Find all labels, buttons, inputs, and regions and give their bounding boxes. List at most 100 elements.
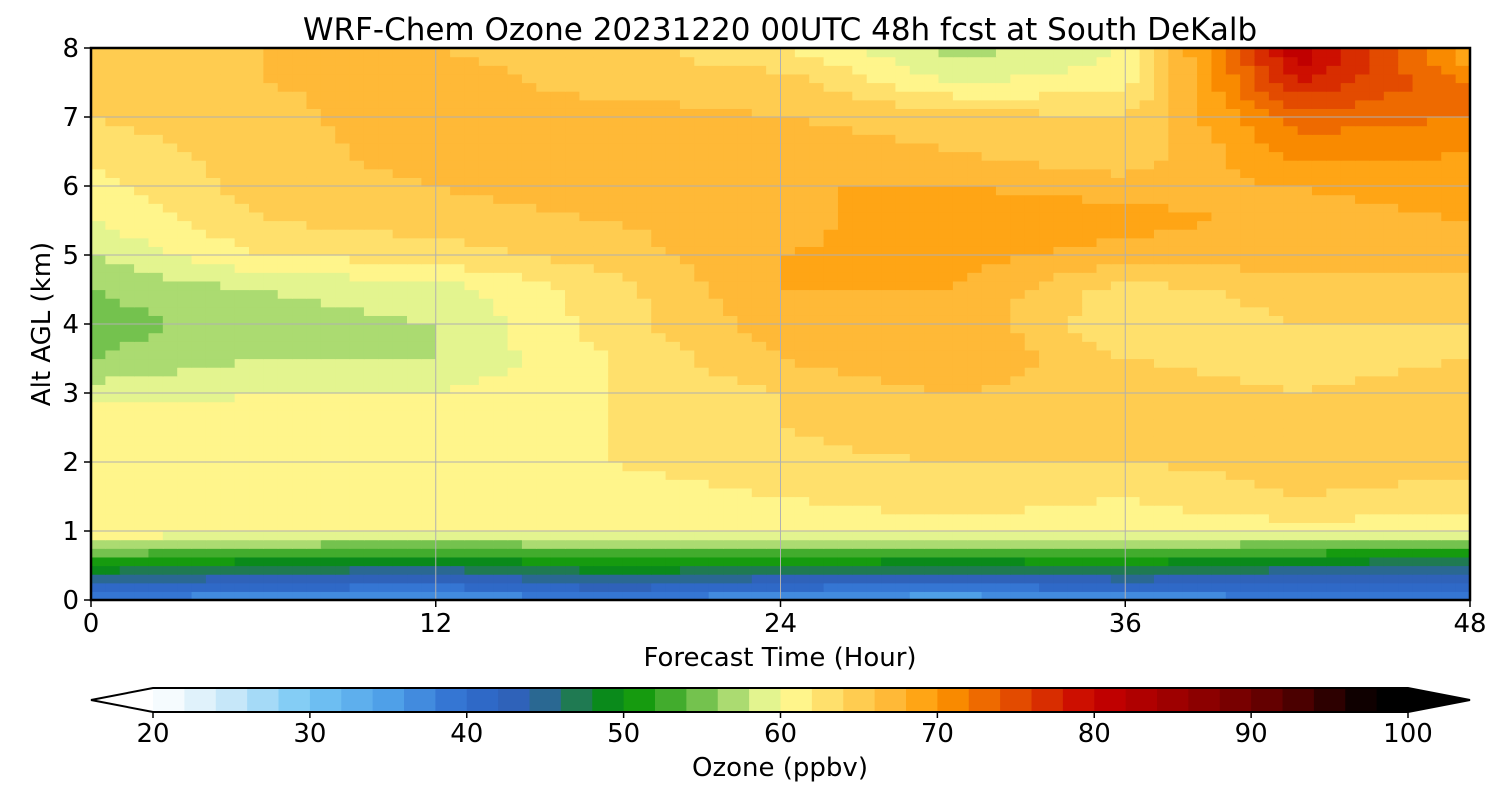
heatmap-cell: [1283, 289, 1299, 299]
heatmap-cell: [1053, 539, 1069, 549]
heatmap-cell: [392, 367, 408, 377]
heatmap-cell: [737, 246, 753, 256]
heatmap-cell: [1096, 548, 1112, 558]
heatmap-cell: [205, 367, 221, 377]
heatmap-cell: [565, 513, 580, 523]
heatmap-cell: [881, 513, 897, 523]
heatmap-cell: [1182, 255, 1198, 265]
heatmap-cell: [292, 186, 308, 196]
heatmap-cell: [1053, 237, 1069, 247]
heatmap-cell: [407, 427, 422, 437]
heatmap-cell: [924, 462, 940, 472]
heatmap-cell: [1139, 315, 1155, 325]
heatmap-cell: [134, 306, 150, 316]
heatmap-cell: [478, 186, 494, 196]
heatmap-cell: [1398, 220, 1414, 230]
heatmap-cell: [751, 358, 767, 368]
heatmap-cell: [292, 289, 308, 299]
heatmap-cell: [895, 358, 911, 368]
heatmap-cell: [1383, 168, 1399, 178]
heatmap-cell: [924, 418, 940, 429]
heatmap-cell: [981, 496, 997, 506]
heatmap-cell: [1369, 177, 1385, 187]
heatmap-cell: [1225, 306, 1241, 316]
heatmap-cell: [579, 220, 595, 230]
heatmap-cell: [464, 367, 480, 377]
heatmap-cell: [1240, 332, 1256, 342]
heatmap-cell: [105, 203, 121, 213]
heatmap-cell: [1441, 479, 1457, 489]
heatmap-cell: [148, 444, 164, 454]
heatmap-cell: [292, 531, 308, 541]
heatmap-cell: [751, 263, 767, 273]
heatmap-cell: [292, 306, 308, 316]
heatmap-cell: [565, 151, 580, 161]
heatmap-cell: [1369, 505, 1385, 515]
heatmap-cell: [392, 237, 408, 247]
heatmap-cell: [277, 444, 293, 454]
heatmap-cell: [593, 341, 609, 351]
heatmap-cell: [1197, 410, 1213, 420]
heatmap-cell: [1455, 487, 1471, 498]
heatmap-cell: [493, 194, 509, 204]
heatmap-cell: [823, 531, 839, 541]
heatmap-cell: [1010, 522, 1026, 532]
heatmap-cell: [1168, 444, 1184, 454]
heatmap-cell: [363, 436, 379, 446]
heatmap-cell: [924, 384, 940, 394]
heatmap-cell: [363, 565, 379, 575]
heatmap-cell: [1412, 574, 1428, 584]
heatmap-cell: [1182, 358, 1198, 368]
heatmap-cell: [478, 531, 494, 541]
heatmap-cell: [249, 229, 264, 239]
heatmap-cell: [134, 186, 150, 196]
heatmap-cell: [1125, 298, 1141, 308]
heatmap-cell: [1311, 280, 1327, 291]
heatmap-cell: [550, 401, 566, 411]
heatmap-cell: [1455, 341, 1471, 351]
heatmap-cell: [363, 237, 379, 247]
heatmap-cell: [1053, 358, 1069, 368]
heatmap-cell: [507, 194, 523, 204]
heatmap-cell: [1024, 332, 1040, 342]
heatmap-cell: [507, 548, 523, 558]
heatmap-cell: [1153, 341, 1169, 351]
heatmap-cell: [938, 436, 954, 446]
heatmap-cell: [579, 272, 595, 282]
heatmap-cell: [694, 574, 710, 584]
heatmap-cell: [1082, 427, 1098, 437]
heatmap-cell: [737, 591, 753, 601]
heatmap-cell: [292, 401, 308, 411]
heatmap-cell: [1168, 539, 1184, 549]
heatmap-cell: [119, 332, 135, 342]
heatmap-cell: [205, 565, 221, 575]
heatmap-cell: [1340, 203, 1356, 213]
heatmap-cell: [1355, 393, 1371, 403]
heatmap-cell: [837, 177, 853, 187]
heatmap-cell: [694, 211, 710, 222]
heatmap-cell: [536, 375, 552, 385]
heatmap-cell: [665, 255, 681, 265]
heatmap-cell: [565, 574, 580, 584]
heatmap-cell: [1096, 168, 1112, 178]
heatmap-cell: [1024, 151, 1040, 161]
heatmap-cell: [694, 418, 710, 429]
heatmap-cell: [881, 280, 897, 291]
heatmap-cell: [924, 324, 940, 334]
heatmap-cell: [249, 160, 264, 170]
heatmap-cell: [881, 401, 897, 411]
heatmap-cell: [579, 591, 595, 601]
heatmap-cell: [536, 306, 552, 316]
heatmap-cell: [1311, 272, 1327, 282]
heatmap-cell: [579, 384, 595, 394]
heatmap-cell: [1010, 401, 1026, 411]
heatmap-cell: [593, 298, 609, 308]
heatmap-cell: [967, 177, 983, 187]
heatmap-cell: [277, 324, 293, 334]
heatmap-cell: [407, 453, 422, 463]
heatmap-cell: [220, 263, 236, 273]
heatmap-cell: [895, 444, 911, 454]
heatmap-cell: [881, 349, 897, 360]
heatmap-cell: [1067, 418, 1083, 429]
heatmap-cell: [593, 384, 609, 394]
